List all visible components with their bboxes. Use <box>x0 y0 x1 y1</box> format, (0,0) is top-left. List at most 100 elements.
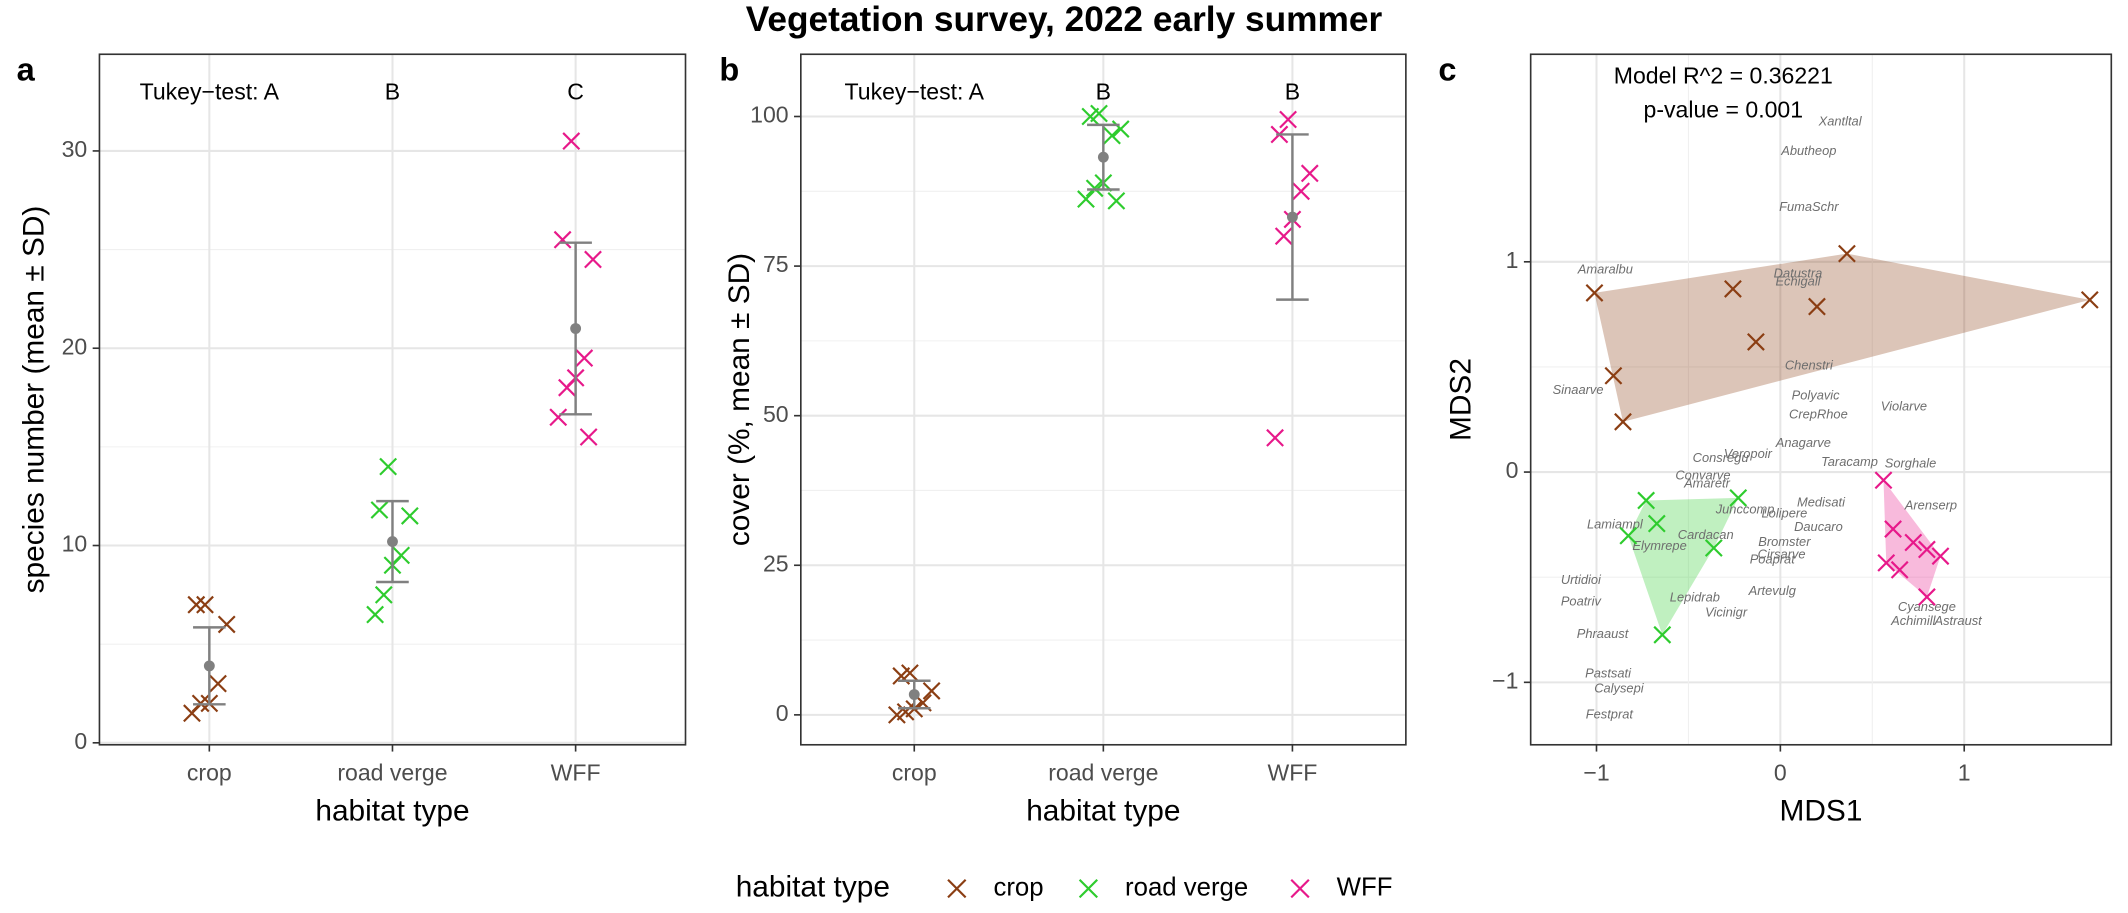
mean-point <box>203 660 215 672</box>
legend-title: habitat type <box>736 870 890 903</box>
species-label: Sinaarve <box>1553 382 1604 397</box>
mean-point <box>387 536 398 547</box>
point <box>1292 182 1311 201</box>
x-tick-label: road verge <box>1048 760 1158 786</box>
point <box>1874 471 1893 490</box>
y-tick-label: 50 <box>763 401 789 427</box>
point <box>1279 110 1297 129</box>
x-tick-label: road verge <box>337 760 447 786</box>
point <box>1877 553 1896 572</box>
point <box>1729 489 1748 507</box>
point <box>374 585 393 604</box>
species-label: Chenstri <box>1785 358 1834 373</box>
point <box>1300 164 1319 183</box>
point <box>1081 107 1100 126</box>
point <box>1724 280 1742 298</box>
annotation: B <box>1285 79 1300 105</box>
panel-border <box>1529 53 2113 746</box>
point <box>1917 540 1936 559</box>
point <box>1619 526 1638 545</box>
species-label: Anagarve <box>1775 435 1831 450</box>
x-tick-label: WFF <box>551 760 601 786</box>
species-label: Polyavic <box>1792 388 1841 403</box>
species-label: Datustra <box>1774 265 1823 280</box>
mean-point <box>1097 151 1109 163</box>
point <box>183 704 201 723</box>
y-tick-label: 1 <box>1506 247 1519 273</box>
y-tick-label: 25 <box>763 550 789 576</box>
species-label: Astraust <box>1934 613 1984 628</box>
species-label: Artevulg <box>1748 583 1797 598</box>
point <box>217 615 236 634</box>
species-label: Phraaust <box>1577 626 1630 641</box>
species-label: Lepidrab <box>1670 590 1720 605</box>
panel-tag: b <box>719 51 739 87</box>
species-label: Poaprat <box>1750 552 1797 567</box>
species-label: Calysepi <box>1594 680 1645 695</box>
legend-label: crop <box>993 873 1043 901</box>
point <box>1274 227 1293 246</box>
species-label: Festprat <box>1586 706 1635 721</box>
point <box>400 507 419 525</box>
point <box>1647 514 1666 533</box>
y-axis-title: cover (%, mean ± SD) <box>723 253 756 546</box>
point <box>579 428 598 446</box>
annotation: B <box>385 79 400 105</box>
point <box>1107 191 1126 210</box>
legend-symbol <box>1290 878 1310 899</box>
y-tick-label: 100 <box>750 102 788 128</box>
point <box>196 595 214 614</box>
x-axis-title: habitat type <box>1026 794 1180 827</box>
point <box>549 408 568 427</box>
y-tick-label: 10 <box>62 531 88 557</box>
point <box>1808 297 1826 316</box>
point <box>187 595 206 614</box>
species-label: FumaSchr <box>1779 199 1839 214</box>
point <box>1266 428 1284 447</box>
point <box>1904 533 1923 552</box>
y-tick-label: 0 <box>1506 457 1519 483</box>
species-label: Convarve <box>1675 467 1730 482</box>
point <box>1585 284 1604 302</box>
point <box>1637 491 1656 510</box>
annotation: Tukey−test: A <box>845 79 985 105</box>
x-tick-label: 0 <box>1774 760 1787 786</box>
species-label: Consregu <box>1693 450 1749 465</box>
legend-symbol <box>1078 878 1099 899</box>
y-tick-label: 30 <box>62 136 88 162</box>
species-label: Amaralbu <box>1577 261 1633 276</box>
species-label: Achimill <box>1890 613 1936 628</box>
panel-border <box>800 53 1407 746</box>
legend-label: WFF <box>1337 873 1393 901</box>
species-label: CrepRhoe <box>1789 406 1848 421</box>
point <box>575 349 594 367</box>
x-tick-label: 1 <box>1958 760 1971 786</box>
point <box>370 501 389 519</box>
species-label: Arenserp <box>1904 497 1957 512</box>
figure-title: Vegetation survey, 2022 early summer <box>746 0 1383 39</box>
panel-background <box>1530 54 2112 745</box>
legend-label: road verge <box>1125 873 1248 901</box>
point <box>2080 290 2099 309</box>
species-label: Cardacan <box>1678 527 1734 542</box>
point <box>558 378 576 397</box>
point <box>1890 560 1909 579</box>
species-label: Lamiampl <box>1587 516 1644 531</box>
species-label: Taracamp <box>1821 454 1878 469</box>
point <box>1838 244 1856 263</box>
species-label: Violarve <box>1881 398 1927 413</box>
x-tick-label: crop <box>892 760 937 786</box>
point <box>1917 588 1936 606</box>
species-label: Urtidioi <box>1561 572 1602 587</box>
point <box>1604 366 1623 385</box>
species-label: Bromster <box>1758 534 1811 549</box>
annotation: Tukey−test: A <box>140 79 280 105</box>
y-tick-label: 20 <box>62 333 88 359</box>
y-tick-label: −1 <box>1492 667 1518 693</box>
panel-border <box>98 53 687 746</box>
species-label: Daucaro <box>1794 519 1843 534</box>
legend-symbol <box>947 878 967 899</box>
species-label: Vicinigr <box>1705 605 1748 620</box>
y-tick-label: 0 <box>776 700 789 726</box>
